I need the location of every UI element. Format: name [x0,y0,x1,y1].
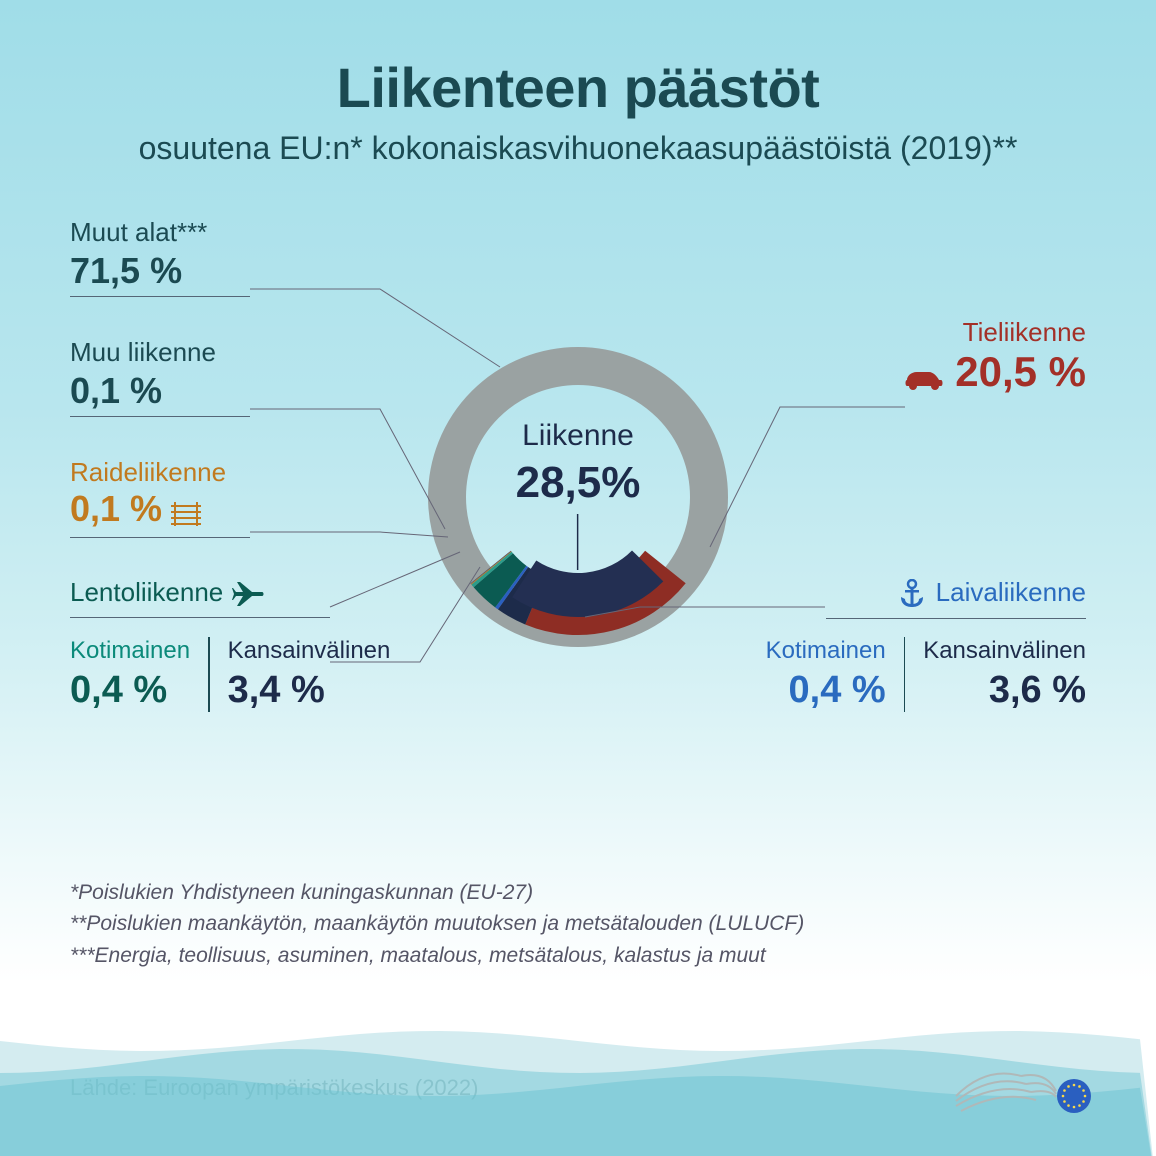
center-label: Liikenne 28,5% [516,419,641,575]
chart-area: Liikenne 28,5% Muut alat*** 71,5 % Muu l… [0,217,1156,777]
center-label-value: 28,5% [516,458,641,508]
page-subtitle: osuutena EU:n* kokonaiskasvihuonekaasupä… [0,130,1156,167]
label-tieliikenne: Tieliikenne 20,5 % [901,317,1086,397]
ship-split: Kotimainen 0,4 % Kansainvälinen 3,6 % [766,637,1086,712]
label-laivaliikenne: Laivaliikenne [826,577,1086,619]
label-muut-alat: Muut alat*** 71,5 % [70,217,250,297]
anchor-icon [899,579,925,614]
rail-icon [171,500,201,533]
page-title: Liikenteen päästöt [0,0,1156,120]
label-lentoliikenne: Lentoliikenne [70,577,330,618]
plane-icon [232,580,264,613]
label-raideliikenne: Raideliikenne 0,1 % [70,457,250,538]
center-label-text: Liikenne [516,419,641,453]
footnotes: *Poislukien Yhdistyneen kuningaskunnan (… [70,877,804,972]
air-split: Kotimainen 0,4 % Kansainvälinen 3,4 % [70,637,390,712]
car-icon [901,366,945,397]
eu-parliament-logo [946,1046,1096,1116]
label-muu-liikenne: Muu liikenne 0,1 % [70,337,250,417]
